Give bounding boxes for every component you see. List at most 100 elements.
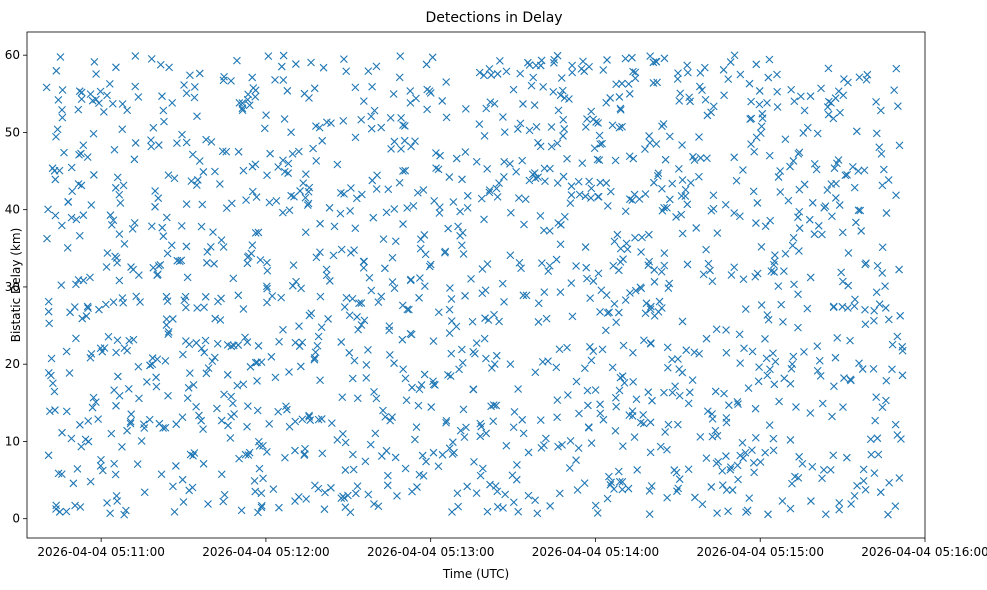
- data-point: [553, 396, 562, 405]
- data-point: [426, 89, 435, 97]
- data-point: [730, 263, 739, 272]
- data-point: [618, 485, 627, 494]
- data-point: [110, 459, 119, 468]
- data-point: [263, 266, 272, 275]
- data-point: [163, 297, 172, 305]
- data-point: [227, 412, 235, 421]
- data-point: [614, 266, 623, 275]
- data-point: [182, 89, 191, 98]
- data-point: [109, 298, 118, 307]
- data-point: [806, 92, 815, 101]
- data-point: [302, 495, 311, 503]
- data-point: [524, 491, 533, 500]
- data-point: [547, 142, 556, 151]
- data-point: [789, 352, 798, 361]
- data-point: [364, 490, 373, 499]
- data-point: [213, 339, 222, 348]
- data-point: [591, 501, 600, 510]
- data-point: [674, 484, 683, 493]
- data-point: [483, 507, 492, 516]
- data-point: [374, 502, 383, 511]
- data-point: [459, 405, 468, 414]
- data-point: [53, 125, 62, 134]
- data-point: [283, 86, 292, 95]
- data-point: [418, 451, 427, 460]
- data-point: [77, 149, 85, 158]
- data-point: [445, 329, 454, 337]
- data-point: [441, 247, 450, 256]
- data-point: [498, 279, 507, 288]
- data-point: [481, 286, 490, 295]
- data-point: [470, 457, 478, 466]
- data-point: [295, 322, 303, 331]
- data-point: [115, 190, 124, 199]
- data-point: [489, 401, 498, 410]
- data-point: [262, 282, 271, 291]
- data-point: [161, 423, 170, 432]
- data-point: [525, 126, 534, 135]
- data-point: [374, 298, 383, 306]
- data-point: [681, 192, 690, 200]
- data-point: [243, 422, 251, 431]
- data-point: [486, 98, 495, 107]
- data-point: [560, 212, 569, 221]
- data-point: [734, 400, 742, 408]
- data-point: [752, 219, 760, 227]
- data-point: [502, 441, 511, 450]
- data-point: [284, 159, 293, 168]
- data-point: [250, 476, 259, 485]
- data-point: [732, 176, 741, 185]
- data-point: [95, 99, 103, 108]
- data-point: [393, 492, 401, 500]
- data-point: [540, 288, 549, 297]
- data-point: [177, 256, 186, 265]
- data-point: [590, 144, 599, 153]
- data-point: [575, 190, 584, 199]
- data-point: [872, 129, 881, 138]
- data-point: [448, 450, 457, 458]
- plot-area: [26, 31, 926, 539]
- data-point: [750, 147, 759, 156]
- data-point: [254, 508, 262, 517]
- data-point: [51, 175, 60, 184]
- data-point: [614, 308, 623, 317]
- data-point: [403, 305, 412, 314]
- data-point: [73, 464, 82, 473]
- data-point: [722, 486, 731, 494]
- data-point: [553, 179, 562, 187]
- data-point: [348, 294, 357, 303]
- data-point: [461, 148, 470, 156]
- data-point: [480, 132, 489, 140]
- data-point: [186, 450, 195, 459]
- data-point: [460, 433, 469, 441]
- data-point: [850, 302, 859, 310]
- data-point: [646, 138, 654, 147]
- data-point: [271, 75, 279, 84]
- data-point: [784, 196, 793, 205]
- data-point: [452, 322, 461, 331]
- data-point: [58, 221, 66, 230]
- data-point: [380, 264, 389, 273]
- data-point: [340, 303, 349, 311]
- data-point: [65, 369, 74, 377]
- data-point: [765, 421, 774, 429]
- data-point: [45, 319, 54, 328]
- data-point: [607, 478, 615, 487]
- data-point: [203, 247, 212, 256]
- y-tick-label: 40: [5, 203, 20, 217]
- data-point: [428, 53, 437, 62]
- data-point: [770, 380, 779, 389]
- data-point: [311, 348, 320, 357]
- data-point: [97, 455, 105, 464]
- data-point: [683, 260, 692, 269]
- data-point: [838, 302, 847, 311]
- data-point: [728, 486, 737, 494]
- data-point: [882, 396, 890, 405]
- data-point: [134, 362, 143, 371]
- data-point: [490, 310, 498, 319]
- data-point: [626, 289, 634, 297]
- data-point: [734, 475, 742, 484]
- data-point: [435, 209, 444, 217]
- data-point: [722, 348, 731, 357]
- data-point: [131, 52, 140, 60]
